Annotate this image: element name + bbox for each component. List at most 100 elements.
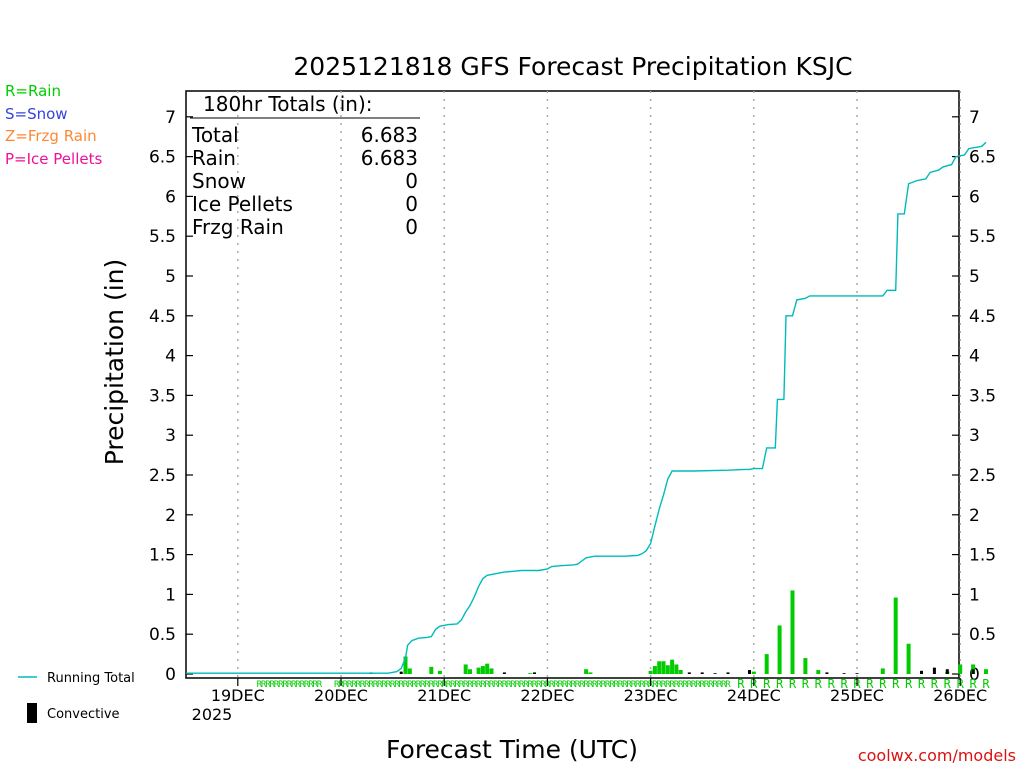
y-tick-label-left: 5 <box>165 267 176 287</box>
y-tick-label-left: 6.5 <box>149 148 176 168</box>
rain-marker: R <box>866 677 874 691</box>
legend-frzg-rain: Z=Frzg Rain <box>5 127 97 145</box>
rain-marker: R <box>704 680 710 690</box>
convective-bar <box>945 669 949 674</box>
running-total <box>186 141 987 674</box>
rain-marker: R <box>261 680 267 690</box>
y-axis-label: Precipitation (in) <box>100 259 129 466</box>
running-total-line <box>186 141 987 674</box>
convective-bar <box>502 672 506 674</box>
totals-heading: 180hr Totals (in): <box>203 92 373 116</box>
x-tick-label: 22DEC <box>520 686 574 705</box>
rain-marker: R <box>558 680 564 690</box>
rain-bar <box>403 656 408 674</box>
credit: coolwx.com/models <box>858 746 1016 765</box>
rain-marker: R <box>454 680 460 690</box>
totals-box: 180hr Totals (in): Total 6.683 Rain 6.68… <box>190 92 420 239</box>
rain-bar <box>407 668 412 674</box>
totals-label-snow: Snow <box>192 169 246 193</box>
gridlines <box>237 91 961 678</box>
x-tick-label: 19DEC <box>211 686 265 705</box>
rain-marker: R <box>364 680 370 690</box>
rain-marker: R <box>411 680 417 690</box>
y-tick-label-right: 3 <box>969 426 980 446</box>
totals-value-frzg-rain: 0 <box>405 215 418 239</box>
rain-marker: R <box>433 680 439 690</box>
rain-marker: R <box>789 677 797 691</box>
totals-label-rain: Rain <box>192 146 236 170</box>
rain-marker: R <box>725 680 731 690</box>
rain-marker: R <box>695 680 701 690</box>
rain-marker: R <box>674 680 680 690</box>
rain-marker: R <box>257 680 263 690</box>
rain-marker: R <box>661 680 667 690</box>
rain-marker: R <box>269 680 275 690</box>
running-total-label: Running Total <box>47 671 135 686</box>
rain-marker: R <box>776 677 784 691</box>
rain-marker: R <box>721 680 727 690</box>
rain-marker: R <box>622 680 628 690</box>
rain-bar <box>893 597 898 674</box>
rain-marker: R <box>437 680 443 690</box>
rain-marker: R <box>626 680 632 690</box>
y-tick-label-right: 6 <box>969 187 980 207</box>
rain-marker: R <box>575 680 581 690</box>
convective-label: Convective <box>47 707 120 722</box>
rain-bar <box>790 590 795 674</box>
rain-marker: R <box>510 680 516 690</box>
right-y-axis: 0 0.5 1 1.5 2 2.5 3 3.5 4 4.5 5 5.5 6 6.5 7 <box>952 108 996 685</box>
rain-marker: R <box>763 677 771 691</box>
y-tick-label-left: 4 <box>165 347 176 367</box>
convective-bar <box>748 670 751 674</box>
y-tick-label-left: 0.5 <box>149 625 176 645</box>
rain-bar <box>670 659 675 674</box>
rain-marker: R <box>459 680 465 690</box>
rain-marker: R <box>665 680 671 690</box>
rain-bar <box>480 666 485 674</box>
rain-marker: R <box>879 677 887 691</box>
rain-marker: R <box>618 680 624 690</box>
rain-marker: R <box>450 680 456 690</box>
totals-label-ice-pellets: Ice Pellets <box>192 192 293 216</box>
convective-bar <box>971 669 975 674</box>
rain-bar <box>816 670 821 674</box>
rain-marker: R <box>351 680 357 690</box>
rain-marker: R <box>656 680 662 690</box>
x-tick-label: 26DEC <box>933 686 987 705</box>
rain-bar <box>984 669 988 674</box>
rain-bar <box>652 666 657 674</box>
rain-marker: R <box>386 680 392 690</box>
totals-label-total: Total <box>191 123 239 147</box>
rain-marker: R <box>515 680 521 690</box>
rain-marker: R <box>493 680 499 690</box>
rain-marker: R <box>295 680 301 690</box>
rain-marker: R <box>463 680 469 690</box>
series-legend: Running Total Convective <box>18 671 135 723</box>
rain-marker: R <box>317 680 323 690</box>
y-tick-label-left: 3.5 <box>149 386 176 406</box>
rain-bar <box>437 670 442 674</box>
x-axis: 19DEC 20DEC 21DEC 22DEC 23DEC 24DEC 25DEC 26DEC <box>211 678 987 705</box>
y-tick-label-left: 4.5 <box>149 307 176 327</box>
rain-marker: R <box>609 680 615 690</box>
y-tick-label-right: 0 <box>969 665 980 685</box>
y-tick-label-right: 6.5 <box>969 148 996 168</box>
chart-title: 2025121818 GFS Forecast Precipitation KS… <box>293 52 852 81</box>
y-tick-label-right: 5.5 <box>969 227 996 247</box>
rain-marker: R <box>682 680 688 690</box>
rain-bar <box>485 663 490 674</box>
totals-value-ice-pellets: 0 <box>405 192 418 216</box>
rain-marker: R <box>300 680 306 690</box>
rain-marker: R <box>712 680 718 690</box>
rain-marker: R <box>343 680 349 690</box>
rain-bar <box>665 665 670 674</box>
rain-marker: R <box>605 680 611 690</box>
rain-bar <box>751 671 756 674</box>
rain-marker: R <box>588 680 594 690</box>
totals-value-rain: 6.683 <box>361 146 418 170</box>
x-tick-label: 21DEC <box>417 686 471 705</box>
rain-marker: R <box>308 680 314 690</box>
rain-marker: R <box>527 680 533 690</box>
convective-bar <box>533 672 536 674</box>
rain-marker: R <box>708 680 714 690</box>
